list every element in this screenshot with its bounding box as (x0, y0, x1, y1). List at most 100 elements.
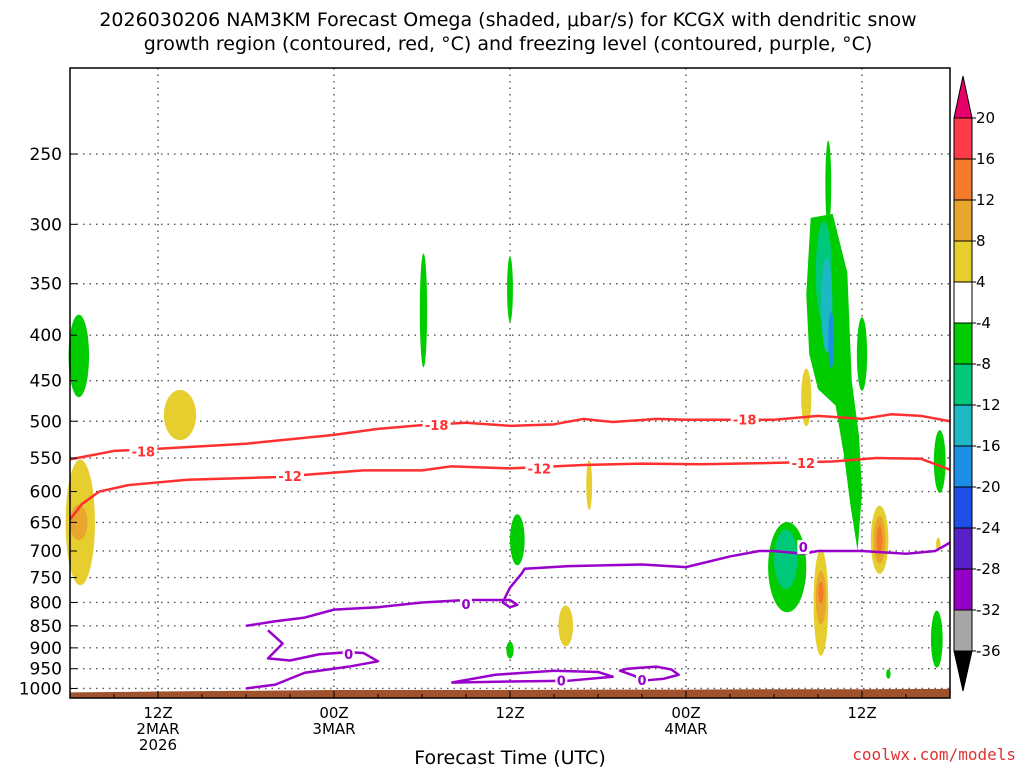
omega-region (558, 605, 574, 647)
colorbar-swatch (953, 363, 973, 406)
omega-region (876, 525, 883, 554)
colorbar-tick-label: 8 (976, 232, 986, 250)
colorbar-swatch (953, 158, 973, 201)
colorbar-tick-label: 16 (976, 150, 995, 168)
colorbar-tick-label: 12 (976, 191, 995, 209)
y-tick-label: 900 (30, 639, 62, 659)
y-tick-label: 1000 (19, 679, 62, 699)
contour-label-bg (555, 673, 568, 688)
contour-label: 0 (344, 648, 353, 663)
contour-label: 0 (637, 674, 646, 689)
title-line-1: 2026030206 NAM3KM Forecast Omega (shaded… (99, 9, 916, 31)
contour-line (245, 629, 380, 690)
colorbar-swatch (953, 486, 973, 529)
y-tick-label: 800 (30, 593, 62, 613)
omega-region (825, 140, 832, 227)
colorbar-swatch (953, 240, 973, 283)
watermark: coolwx.com/models (852, 745, 1016, 764)
y-tick-label: 300 (30, 215, 62, 235)
omega-region (828, 311, 835, 369)
colorbar-tick-label: -28 (976, 560, 1001, 578)
y-tick-label: 550 (30, 449, 62, 469)
y-tick-label: 250 (30, 145, 62, 165)
contour-line (69, 456, 951, 521)
contour-label: -12 (278, 470, 302, 485)
contour-label: -12 (528, 462, 552, 477)
colorbar-tick-label: 4 (976, 273, 986, 291)
colorbar-bottom-arrow (953, 650, 973, 692)
colorbar-tick-label: -16 (976, 437, 1001, 455)
y-tick-label: 350 (30, 275, 62, 295)
colorbar-tick-label: -20 (976, 478, 1001, 496)
x-tick-label: 12Z (847, 704, 876, 722)
y-tick-label: 400 (30, 326, 62, 346)
contour-label-bg (422, 418, 451, 433)
omega-region (163, 389, 197, 441)
x-axis-title: Forecast Time (UTC) (414, 747, 605, 768)
y-tick-label: 950 (30, 660, 62, 680)
x-tick-label: 12Z (143, 704, 172, 722)
colorbar: 20 16 12 8 4 -4 -8 -12 -16 -20 -24 -28 -32 -36 (953, 75, 1001, 692)
y-tick-label: 850 (30, 617, 62, 637)
y-tick-label: 600 (30, 483, 62, 503)
omega-region (507, 256, 513, 322)
colorbar-tick-label: -12 (976, 396, 1001, 414)
colorbar-swatch (953, 568, 973, 611)
contour-label: -18 (425, 419, 449, 434)
x-tick-label: 00Z (671, 704, 700, 722)
contour-label: 0 (799, 541, 808, 556)
omega-region (886, 669, 891, 679)
y-tick-label: 700 (30, 542, 62, 562)
colorbar-tick-label: 20 (976, 109, 995, 127)
contour-label-bg (276, 468, 304, 483)
x-tick-label: 3MAR (312, 720, 355, 738)
colorbar-tick-label: -36 (976, 642, 1001, 660)
contour-line (451, 669, 614, 684)
omega-region (930, 610, 943, 668)
contour-label-bg (525, 461, 554, 476)
omega-region (774, 529, 798, 589)
colorbar-top-arrow (953, 75, 973, 119)
x-tick-label: 2026 (139, 736, 177, 754)
x-tick-label: 4MAR (664, 720, 707, 738)
contour-line (69, 413, 951, 461)
colorbar-tick-label: -24 (976, 519, 1001, 537)
contour-line (245, 541, 951, 628)
colorbar-tick-label: -32 (976, 601, 1001, 619)
contour-label-bg (460, 596, 472, 611)
y-tick-label: 750 (30, 569, 62, 589)
contour-label-bg (636, 672, 648, 687)
omega-region (818, 581, 824, 604)
x-tick-label: 12Z (495, 704, 524, 722)
x-tick-label: 00Z (319, 704, 348, 722)
contour-label-bg (789, 455, 818, 470)
omega-region (856, 317, 868, 391)
y-tick-label: 650 (30, 513, 62, 533)
omega-region (68, 314, 90, 398)
omega-region (509, 514, 525, 566)
colorbar-tick-label: -4 (976, 314, 991, 332)
contour-label-bg (342, 647, 355, 662)
colorbar-swatch (953, 281, 973, 324)
x-tick-label: 2MAR (136, 720, 179, 738)
gridlines (70, 68, 950, 698)
colorbar-swatch (953, 199, 973, 242)
y-axis: 2503003504004505005506006507007508008509… (19, 145, 77, 699)
y-tick-label: 500 (30, 412, 62, 432)
colorbar-swatch (953, 322, 973, 365)
contour-label-bg (797, 540, 810, 555)
contour-label: 0 (461, 598, 470, 613)
contour-line (618, 665, 680, 682)
omega-region (933, 430, 946, 493)
colorbar-swatch (953, 609, 973, 652)
colorbar-swatch (953, 404, 973, 447)
colorbar-swatch (953, 117, 973, 160)
colorbar-swatch (953, 445, 973, 488)
contour-label: 0 (557, 675, 566, 690)
contour-lines: -18 -18 -18 -12 -12 -12 0 0 0 0 0 (69, 412, 951, 690)
omega-region (419, 253, 428, 368)
contour-label: -12 (792, 457, 816, 472)
contour-label: -18 (132, 446, 156, 461)
